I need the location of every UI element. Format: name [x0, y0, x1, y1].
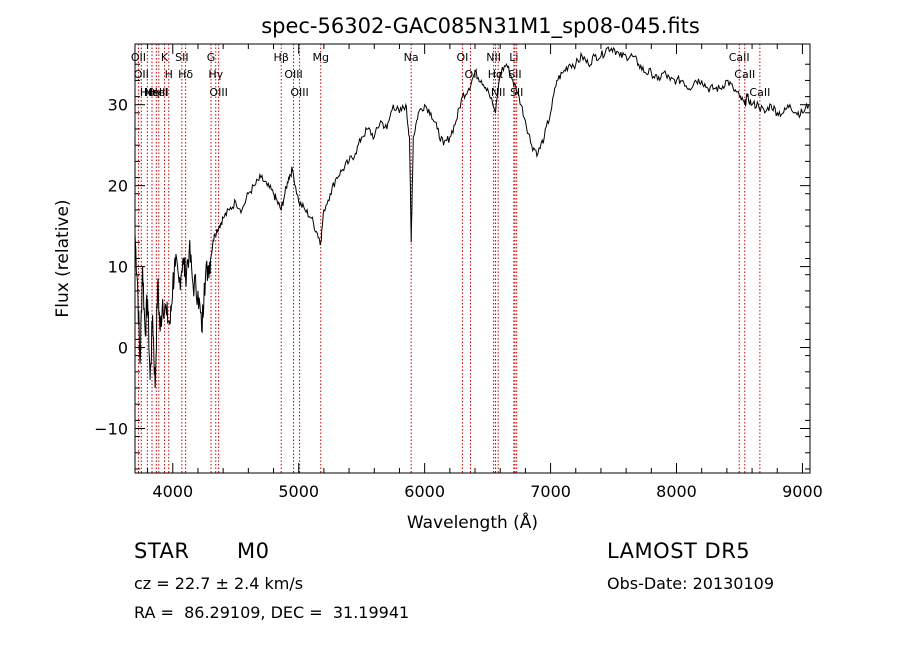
line-marker-label: Hγ [208, 68, 223, 81]
x-tick-label: 5000 [278, 482, 319, 501]
line-marker-label: H [165, 68, 173, 81]
line-marker-label: CaII [749, 86, 770, 99]
x-tick-label: 4000 [152, 482, 193, 501]
survey-label: LAMOST DR5 [607, 539, 751, 563]
line-marker-label: Hθ [140, 86, 155, 99]
chart-title: spec-56302-GAC085N31M1_sp08-045.fits [261, 14, 700, 39]
x-axis-label: Wavelength (Å) [407, 511, 538, 533]
redshift-cz: cz = 22.7 ± 2.4 km/s [134, 574, 304, 593]
line-marker-label: OII [134, 68, 149, 81]
line-marker-label: SII [175, 51, 188, 64]
object-type: STAR [134, 539, 190, 563]
line-marker-label: OIII [209, 86, 227, 99]
line-marker-label: Li [509, 51, 518, 64]
x-tick-label: 7000 [530, 482, 571, 501]
plot-frame [134, 43, 811, 474]
line-marker-label: CaII [729, 51, 750, 64]
line-marker-label: CaII [734, 68, 755, 81]
line-marker-label: SII [508, 68, 521, 81]
y-tick-label: −10 [94, 419, 128, 438]
y-tick-label: 0 [118, 339, 128, 358]
y-tick-label: 20 [108, 177, 128, 196]
line-marker-label: OI [456, 51, 468, 64]
y-tick-label: 30 [108, 96, 128, 115]
line-marker-label: HeI [150, 86, 168, 99]
line-marker-label: NeIII [144, 86, 169, 99]
x-tick-label: 6000 [404, 482, 445, 501]
coordinates: RA = 86.29109, DEC = 31.19941 [134, 603, 410, 622]
line-marker-label: NII [486, 51, 501, 64]
y-axis-label: Flux (relative) [53, 199, 73, 317]
y-tick-label: 10 [108, 258, 128, 277]
line-marker-label: Hα [488, 68, 504, 81]
line-marker-label: G [207, 51, 216, 64]
x-tick-label: 9000 [782, 482, 823, 501]
line-marker-label: Hη [144, 86, 159, 99]
line-marker-label: Hβ [274, 51, 289, 64]
line-marker-label: Hδ [178, 68, 193, 81]
x-tick-label: 8000 [656, 482, 697, 501]
line-marker-label: OI [465, 68, 477, 81]
line-marker-label: OIII [284, 68, 302, 81]
line-marker-label: K [161, 51, 169, 64]
spectrum-line [134, 46, 810, 389]
line-marker-label: OII [131, 51, 146, 64]
line-marker-label: Na [404, 51, 419, 64]
line-marker-label: Mg [313, 51, 329, 64]
object-subclass: M0 [237, 539, 270, 563]
line-marker-label: OIII [290, 86, 308, 99]
obs-date: Obs-Date: 20130109 [607, 574, 775, 593]
